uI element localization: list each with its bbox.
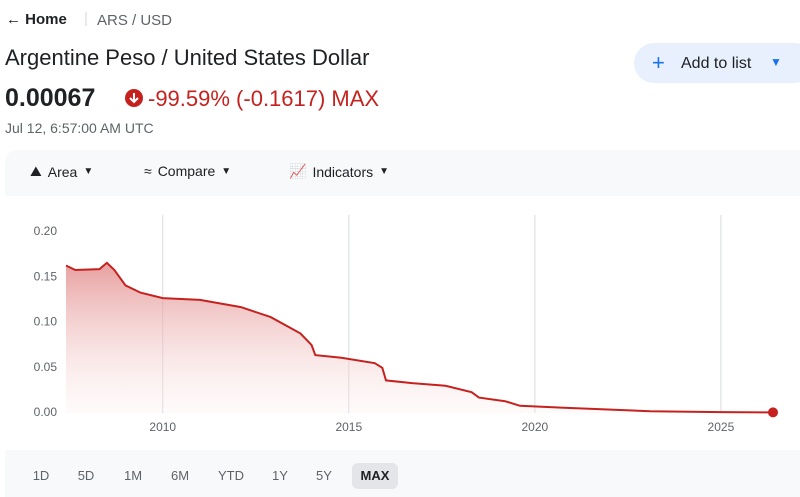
change: -99.59% (-0.1617) MAX — [148, 86, 380, 111]
y-tick-label: 0.15 — [34, 269, 58, 283]
down-icon — [125, 89, 143, 107]
y-tick-label: 0.10 — [34, 315, 58, 329]
area-fill — [66, 262, 773, 413]
area-line — [65, 261, 774, 414]
tool-text: Indicators — [312, 163, 374, 180]
range-button[interactable]: 5D — [77, 468, 95, 483]
y-tick-label: 0.00 — [34, 405, 58, 419]
compare-tool[interactable]: ≈ Compare ▼ — [144, 163, 231, 179]
caret: ▼ — [83, 166, 94, 177]
range-button[interactable]: 1D — [32, 468, 50, 483]
icon: ⛰ — [30, 163, 42, 179]
range-button[interactable]: 1M — [123, 468, 143, 483]
range-button[interactable]: 5Y — [316, 468, 332, 483]
range-button[interactable]: MAX — [352, 463, 398, 489]
y-tick-label: 0.20 — [34, 224, 58, 238]
range-button[interactable]: YTD — [218, 468, 244, 483]
add-button-text: Add to list — [681, 55, 752, 72]
end-point — [768, 407, 778, 418]
back-text: Home — [25, 11, 67, 28]
x-tick-label: 2015 — [335, 420, 362, 434]
icon: 📈 — [289, 163, 307, 179]
chart: 0.00 0.05 0.10 0.15 0.20 2010 2015 2020 2025 — [34, 215, 778, 434]
plus-icon: + — [652, 50, 665, 75]
range-button[interactable]: 1Y — [272, 468, 288, 483]
caret: ▼ — [221, 165, 232, 177]
title: Argentine Peso / United States Dollar — [5, 45, 370, 70]
x-tick-label: 2025 — [708, 420, 735, 434]
icon: ≈ — [144, 163, 152, 179]
add-button[interactable]: + Add to list ▼ — [634, 43, 800, 83]
breadcrumb: ARS / USD — [97, 12, 173, 29]
indicators-tool[interactable]: 📈 Indicators ▼ — [289, 163, 389, 180]
y-tick-label: 0.05 — [34, 360, 58, 374]
range-button[interactable]: 6M — [170, 468, 190, 483]
timestamp: Jul 12, 6:57:00 AM UTC — [5, 120, 154, 136]
x-tick-label: 2010 — [149, 420, 176, 434]
x-tick-label: 2020 — [522, 420, 549, 434]
caret: ▼ — [379, 166, 390, 177]
separator: | — [84, 10, 88, 27]
price: 0.00067 — [5, 84, 96, 112]
tool-text: Compare — [157, 163, 216, 179]
area-tool[interactable]: ⛰ Area ▼ — [30, 163, 93, 180]
dropdown-icon: ▼ — [770, 55, 782, 69]
back-link[interactable]: ← Home — [6, 11, 67, 28]
tool-text: Area — [47, 163, 78, 180]
